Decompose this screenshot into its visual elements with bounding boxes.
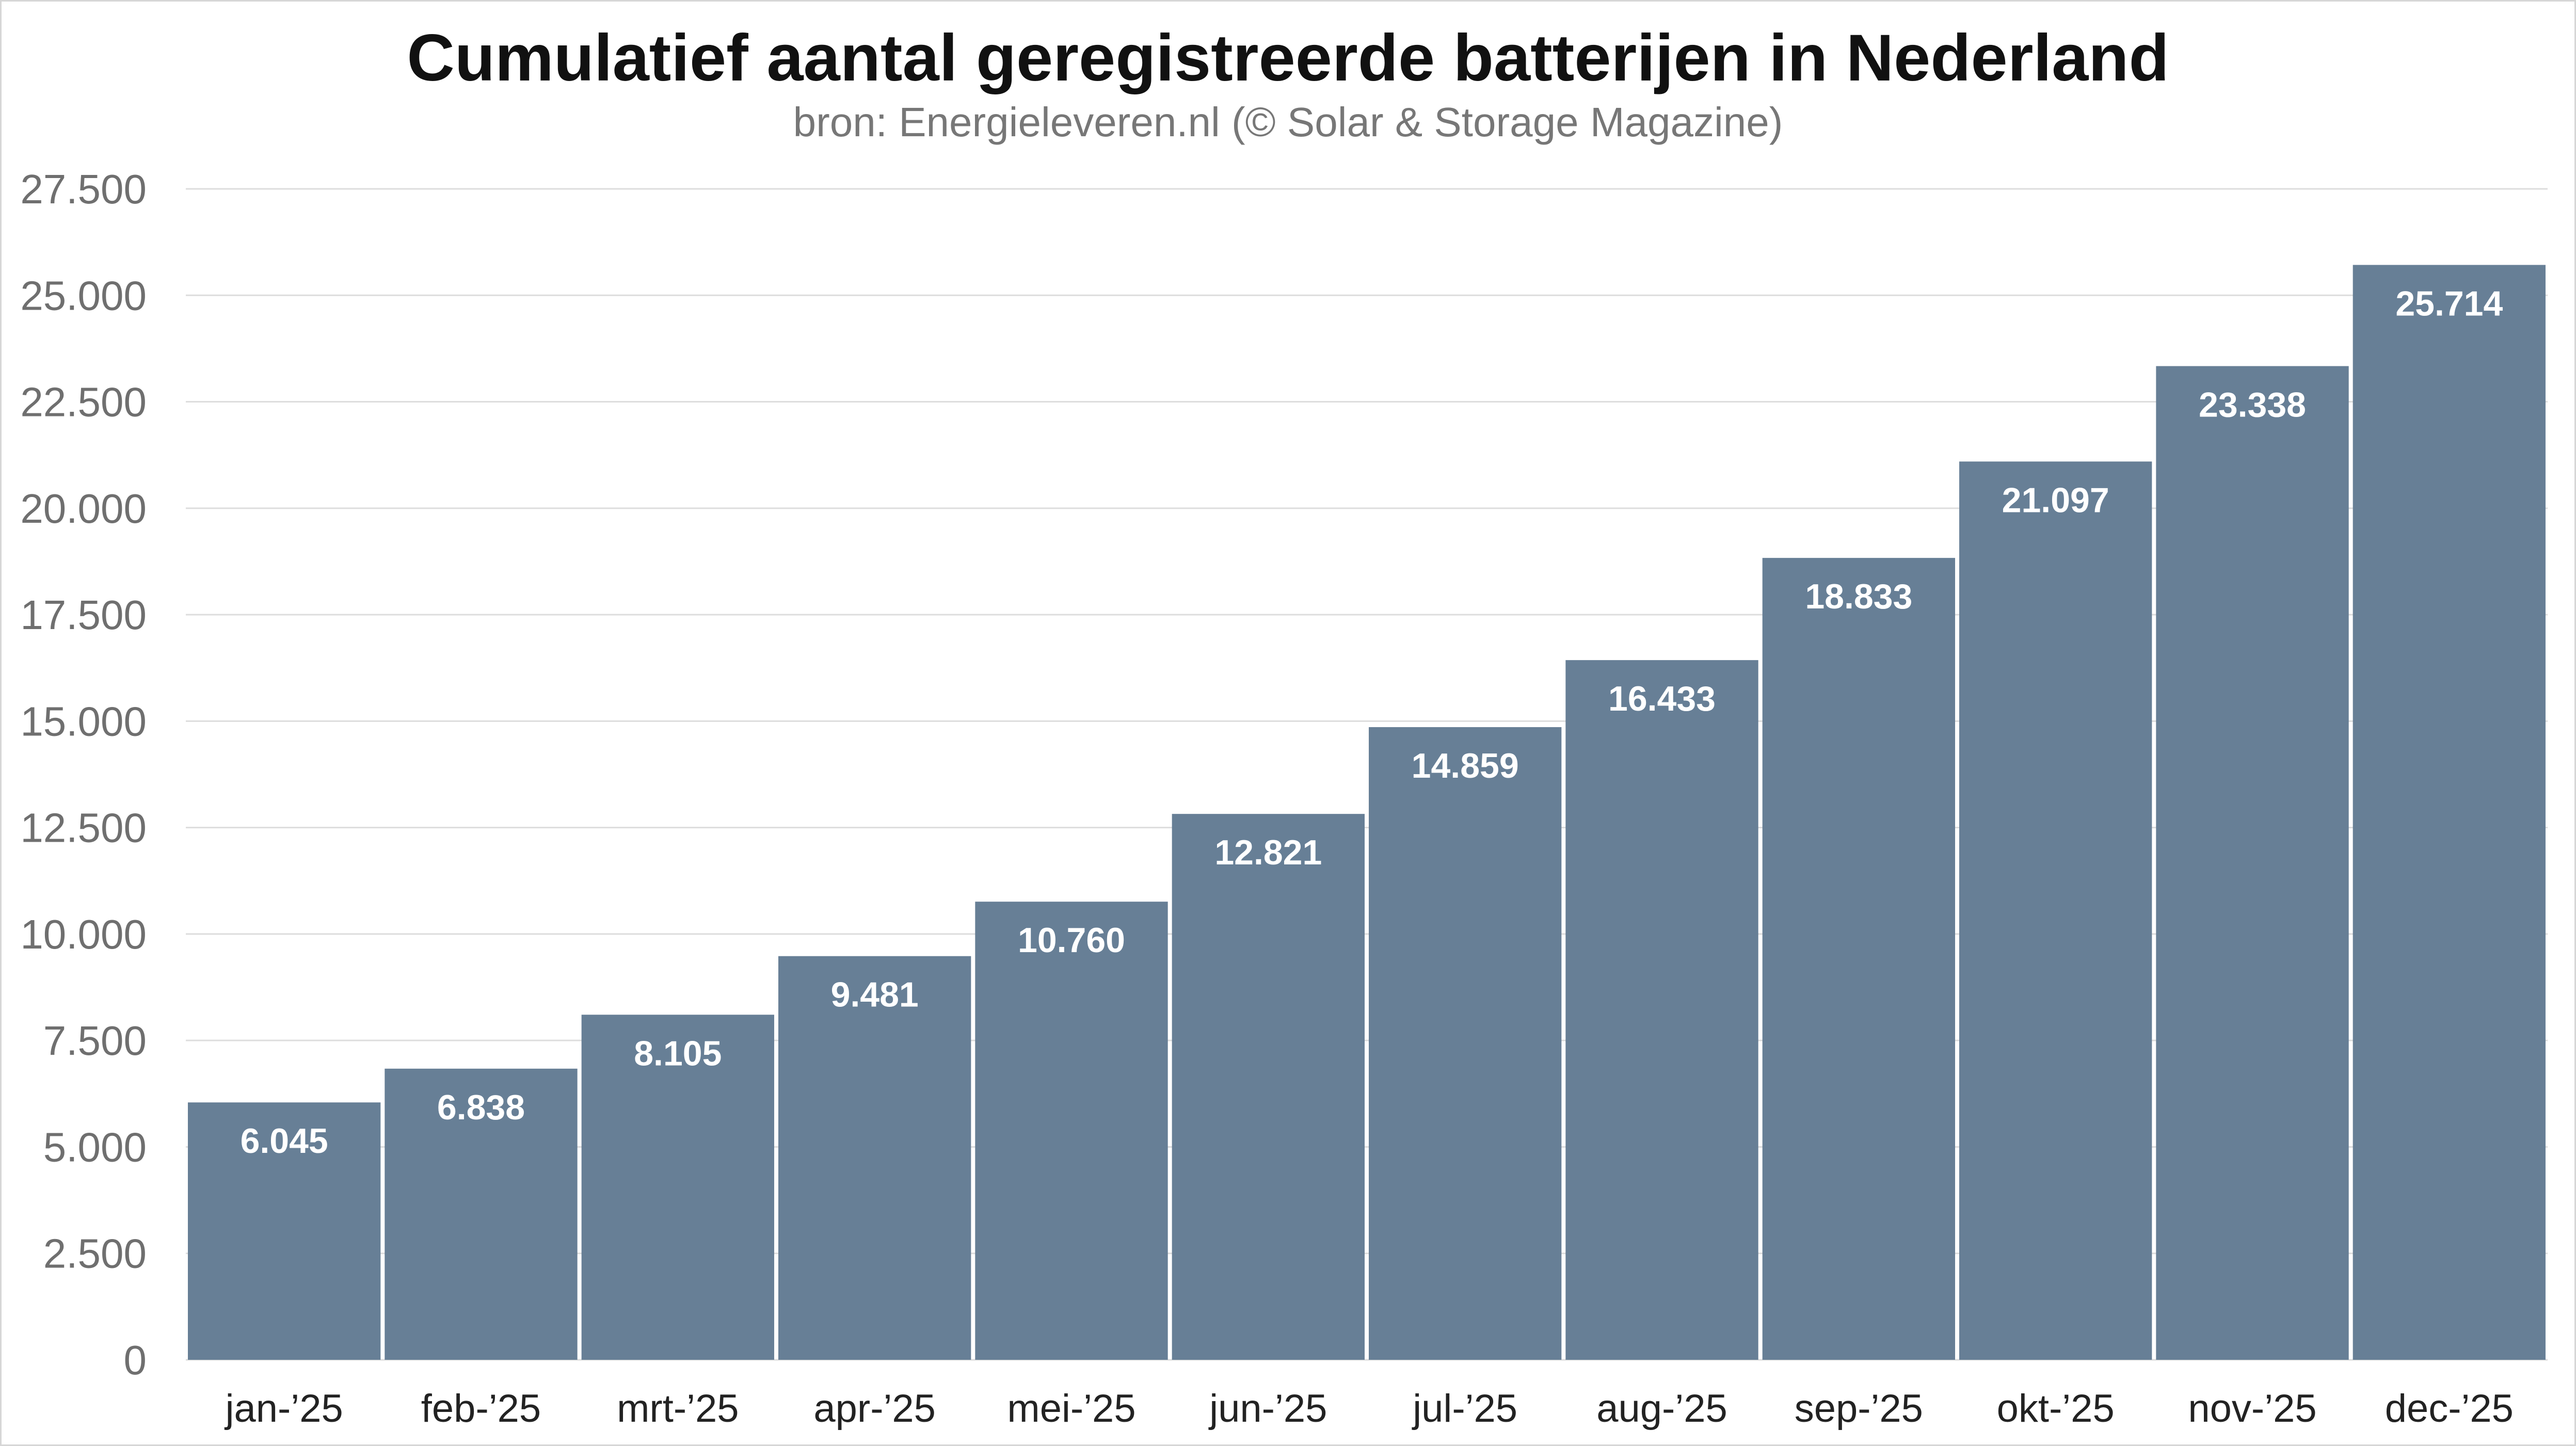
bar-2 xyxy=(385,1068,578,1360)
y-tick-label: 0 xyxy=(124,1337,147,1383)
bar-11 xyxy=(2156,366,2349,1360)
gridlines xyxy=(186,188,2548,1361)
y-tick-label: 10.000 xyxy=(20,911,147,957)
value-label: 16.433 xyxy=(1608,679,1716,718)
value-label: 25.714 xyxy=(2395,284,2503,323)
value-label: 9.481 xyxy=(831,975,919,1015)
x-category-label: dec-’25 xyxy=(2385,1387,2514,1431)
bars xyxy=(188,265,2546,1360)
x-category-label: jan-’25 xyxy=(225,1387,343,1431)
y-tick-label: 22.500 xyxy=(20,379,147,425)
x-category-label: jul-’25 xyxy=(1412,1387,1517,1431)
chart-subtitle: bron: Energieleveren.nl (© Solar & Stora… xyxy=(793,99,1783,145)
x-category-label: mei-’25 xyxy=(1007,1387,1135,1431)
value-label: 12.821 xyxy=(1214,833,1322,872)
y-tick-label: 2.500 xyxy=(43,1231,147,1277)
x-category-label: sep-’25 xyxy=(1795,1387,1923,1431)
bar-12 xyxy=(2353,265,2546,1360)
y-tick-label: 5.000 xyxy=(43,1124,147,1170)
value-label: 21.097 xyxy=(2002,480,2109,520)
value-label: 23.338 xyxy=(2199,385,2306,424)
x-category-label: nov-’25 xyxy=(2188,1387,2316,1431)
y-tick-label: 17.500 xyxy=(20,592,147,638)
y-tick-label: 25.000 xyxy=(20,272,147,318)
bar-5 xyxy=(975,902,1168,1360)
bar-9 xyxy=(1762,558,1955,1360)
y-tick-label: 12.500 xyxy=(20,805,147,851)
y-tick-label: 27.500 xyxy=(20,166,147,212)
x-category-label: feb-’25 xyxy=(421,1387,541,1431)
bar-3 xyxy=(581,1015,774,1360)
bar-6 xyxy=(1172,814,1365,1360)
bar-1 xyxy=(188,1102,381,1360)
bar-8 xyxy=(1565,660,1758,1360)
value-label: 18.833 xyxy=(1805,577,1912,616)
y-tick-label: 20.000 xyxy=(20,486,147,532)
bar-10 xyxy=(1959,461,2152,1360)
value-label: 6.045 xyxy=(241,1121,328,1161)
y-axis-ticks: 0 2.500 5.000 7.500 10.000 12.500 15.000 17.500… xyxy=(20,166,147,1383)
value-labels: 6.045 6.838 8.105 9.481 10.760 12.821 14.859 16… xyxy=(241,284,2503,1161)
value-label: 8.105 xyxy=(634,1034,722,1073)
bar-4 xyxy=(778,956,971,1360)
x-category-label: mrt-’25 xyxy=(617,1387,739,1431)
y-tick-label: 7.500 xyxy=(43,1018,147,1064)
chart-title: Cumulatief aantal geregistreerde batteri… xyxy=(407,21,2169,95)
x-axis-labels: jan-’25 feb-’25 mrt-’25 apr-’25 mei-’25 jun-’… xyxy=(225,1387,2514,1431)
x-category-label: aug-’25 xyxy=(1596,1387,1727,1431)
x-category-label: apr-’25 xyxy=(813,1387,936,1431)
x-category-label: jun-’25 xyxy=(1208,1387,1327,1431)
y-tick-label: 15.000 xyxy=(20,698,147,744)
bar-7 xyxy=(1369,727,1562,1360)
value-label: 6.838 xyxy=(437,1088,525,1127)
value-label: 14.859 xyxy=(1412,746,1519,785)
value-label: 10.760 xyxy=(1018,921,1125,960)
x-category-label: okt-’25 xyxy=(1997,1387,2115,1431)
